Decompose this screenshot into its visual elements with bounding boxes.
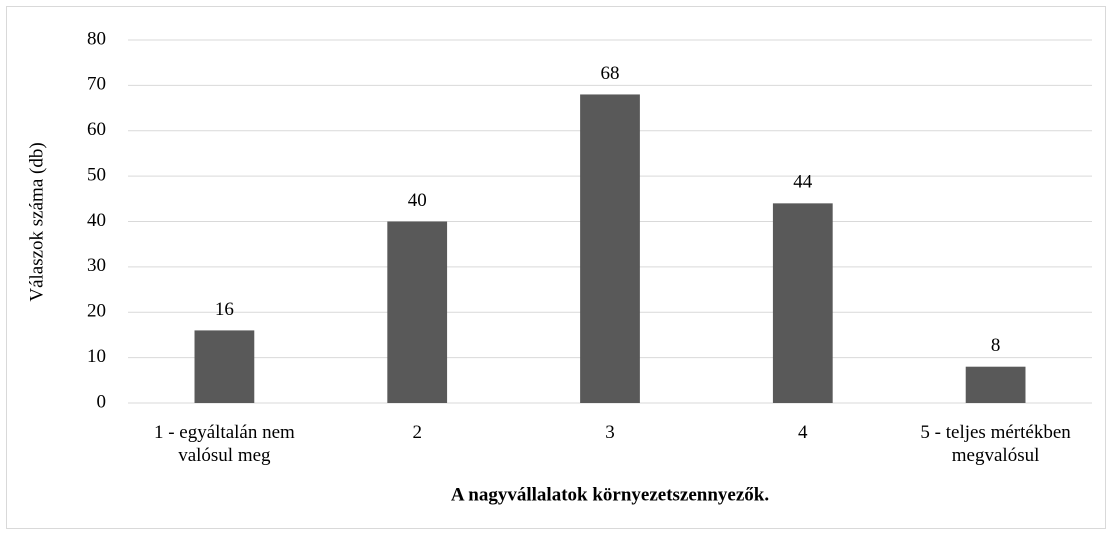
x-axis-title: A nagyvállalatok környezetszennyezők. xyxy=(451,484,769,505)
x-tick-label: 4 xyxy=(798,422,808,443)
bar xyxy=(580,94,640,403)
y-tick-label: 10 xyxy=(87,346,106,367)
y-tick-label: 20 xyxy=(87,301,106,322)
data-label: 40 xyxy=(408,190,427,211)
x-tick-label: 1 - egyáltalán nem valósul meg xyxy=(153,422,295,466)
y-tick-label: 80 xyxy=(87,28,106,49)
y-tick-label: 60 xyxy=(87,119,106,140)
y-axis-title: Válaszok száma (db) xyxy=(26,142,47,301)
y-tick-label: 50 xyxy=(87,164,106,185)
bar xyxy=(772,203,833,403)
y-tick-label: 70 xyxy=(87,74,106,95)
bar xyxy=(387,221,448,403)
data-label: 8 xyxy=(991,335,1001,356)
data-label: 44 xyxy=(793,172,813,193)
chart-border xyxy=(6,6,1106,529)
y-tick-label: 40 xyxy=(87,210,106,231)
bar xyxy=(965,366,1026,403)
data-label: 16 xyxy=(215,299,234,320)
y-tick-label: 30 xyxy=(87,255,106,276)
y-tick-label: 0 xyxy=(97,391,107,412)
x-tick-label: 2 xyxy=(412,422,422,443)
x-tick-label: 5 - teljes mértékben megvalósul xyxy=(920,422,1071,466)
data-label: 68 xyxy=(601,63,620,84)
bar xyxy=(194,330,255,403)
x-tick-label: 3 xyxy=(605,422,615,443)
